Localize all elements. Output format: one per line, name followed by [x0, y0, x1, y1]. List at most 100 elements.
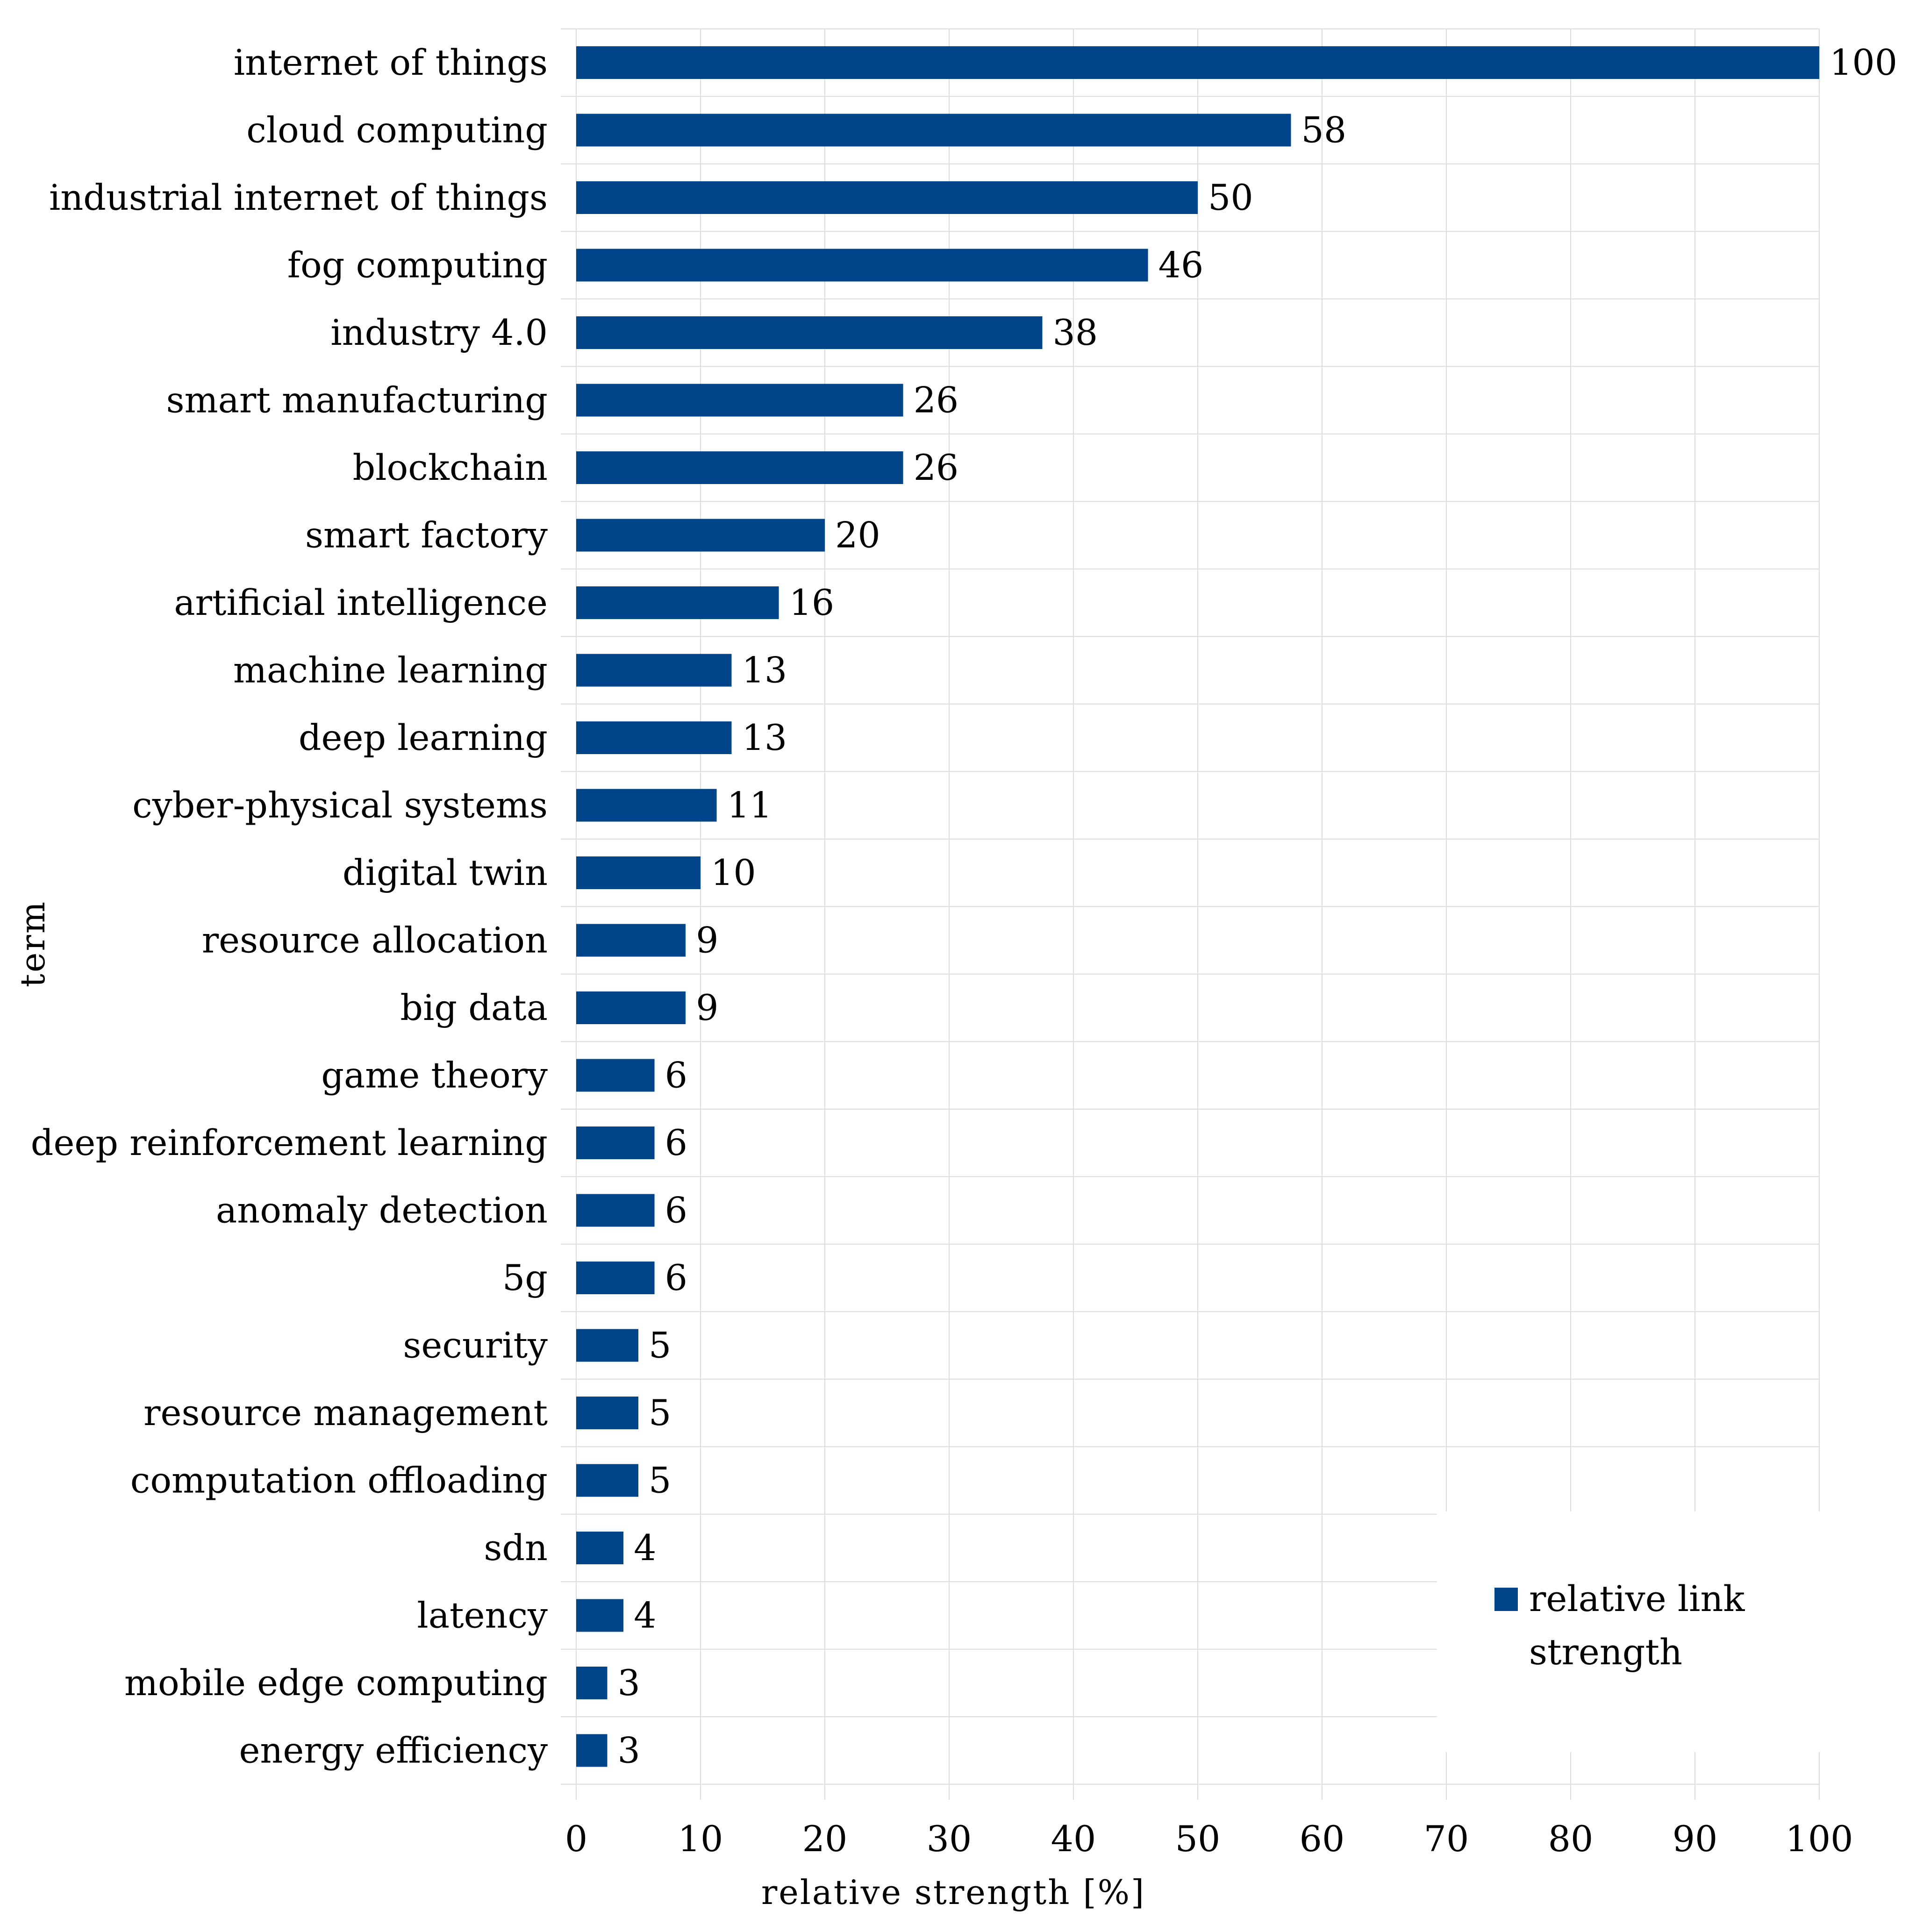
- category-label: artificial intelligence: [174, 582, 548, 623]
- data-label: 5: [649, 1325, 671, 1366]
- x-tick-label: 10: [678, 1818, 723, 1860]
- category-label: deep learning: [299, 717, 548, 758]
- data-label: 26: [914, 379, 959, 421]
- category-labels: internet of things cloud computing industr…: [31, 42, 548, 1771]
- data-label: 6: [665, 1122, 687, 1163]
- data-label: 11: [727, 784, 772, 826]
- bar: [576, 924, 686, 957]
- category-label: anomaly detection: [216, 1190, 548, 1231]
- grid-lines: [561, 28, 1820, 1800]
- x-tick-label: 80: [1548, 1818, 1594, 1860]
- data-label: 26: [914, 447, 959, 488]
- data-label: 38: [1053, 312, 1098, 353]
- category-label: computation offloading: [130, 1460, 548, 1501]
- bar: [576, 1599, 624, 1632]
- x-tick-labels: 0 10 20 30 40 50 60 70 80 90 100: [565, 1818, 1853, 1860]
- data-label: 100: [1830, 42, 1897, 83]
- data-label: 3: [618, 1730, 640, 1771]
- bar: [576, 654, 732, 687]
- category-label: blockchain: [353, 447, 548, 488]
- bar: [576, 856, 701, 889]
- category-label: cyber-physical systems: [132, 784, 548, 826]
- data-label: 6: [665, 1055, 687, 1096]
- bar: [576, 1059, 655, 1092]
- legend-label-line2: strength: [1529, 1631, 1682, 1673]
- data-label: 4: [634, 1595, 656, 1636]
- data-label: 10: [711, 852, 756, 893]
- data-label: 3: [618, 1662, 640, 1704]
- category-label: big data: [400, 987, 548, 1028]
- category-label: digital twin: [343, 852, 548, 893]
- bar: [576, 586, 779, 619]
- x-axis-title: relative strength [%]: [761, 1873, 1145, 1912]
- data-label: 4: [634, 1527, 656, 1568]
- category-label: security: [403, 1325, 548, 1366]
- bar: [576, 1464, 638, 1497]
- bar: [576, 1194, 655, 1227]
- category-label: resource allocation: [202, 920, 548, 961]
- bar: [576, 721, 732, 754]
- bar: [576, 991, 686, 1024]
- legend-swatch: [1494, 1588, 1518, 1611]
- category-label: sdn: [484, 1527, 548, 1568]
- category-label: energy efficiency: [239, 1730, 548, 1771]
- data-label: 13: [742, 649, 787, 691]
- bar: [576, 384, 903, 417]
- data-label: 13: [742, 717, 787, 758]
- category-label: resource management: [143, 1392, 548, 1433]
- category-label: industry 4.0: [330, 312, 548, 353]
- data-label: 9: [696, 987, 718, 1028]
- data-label: 16: [789, 582, 835, 623]
- category-label: latency: [417, 1595, 548, 1636]
- category-label: fog computing: [287, 244, 548, 286]
- legend-label-line1: relative link: [1529, 1578, 1745, 1619]
- x-tick-label: 20: [802, 1818, 848, 1860]
- bar: [576, 451, 903, 484]
- category-label: internet of things: [234, 42, 548, 83]
- data-label: 6: [665, 1190, 687, 1231]
- legend-background: [1437, 1511, 1820, 1752]
- x-tick-label: 100: [1785, 1818, 1853, 1860]
- category-label: mobile edge computing: [124, 1662, 548, 1704]
- data-label: 20: [835, 514, 880, 556]
- category-label: game theory: [321, 1055, 548, 1096]
- bar: [576, 316, 1043, 349]
- category-label: deep reinforcement learning: [31, 1122, 548, 1163]
- y-axis-title: term: [13, 900, 52, 987]
- bar: [576, 249, 1148, 282]
- x-tick-label: 30: [927, 1818, 972, 1860]
- data-label: 46: [1158, 244, 1204, 286]
- bar: [576, 114, 1291, 147]
- category-label: smart factory: [305, 514, 548, 556]
- x-tick-label: 0: [565, 1818, 587, 1860]
- x-tick-label: 50: [1175, 1818, 1221, 1860]
- bar: [576, 46, 1819, 79]
- data-label: 9: [696, 920, 718, 961]
- bar: [576, 1397, 638, 1429]
- data-label: 5: [649, 1392, 671, 1433]
- data-label: 50: [1208, 177, 1253, 218]
- x-tick-label: 70: [1424, 1818, 1469, 1860]
- category-label: industrial internet of things: [49, 177, 548, 218]
- bar: [576, 789, 717, 822]
- data-label: 6: [665, 1257, 687, 1298]
- x-tick-label: 40: [1051, 1818, 1096, 1860]
- bar: [576, 1734, 608, 1767]
- x-tick-label: 90: [1673, 1818, 1718, 1860]
- data-label: 58: [1301, 109, 1347, 151]
- category-label: smart manufacturing: [166, 379, 548, 421]
- data-label: 5: [649, 1460, 671, 1501]
- legend: relative link strength: [1437, 1511, 1820, 1752]
- bar: [576, 1262, 655, 1294]
- bar: [576, 1329, 638, 1362]
- category-label: cloud computing: [246, 109, 548, 151]
- bar: [576, 1667, 608, 1699]
- bar: [576, 1126, 655, 1159]
- bars-group: [576, 46, 1819, 1767]
- bar: [576, 519, 825, 552]
- bar: [576, 181, 1198, 214]
- x-tick-label: 60: [1300, 1818, 1345, 1860]
- category-label: machine learning: [233, 649, 548, 691]
